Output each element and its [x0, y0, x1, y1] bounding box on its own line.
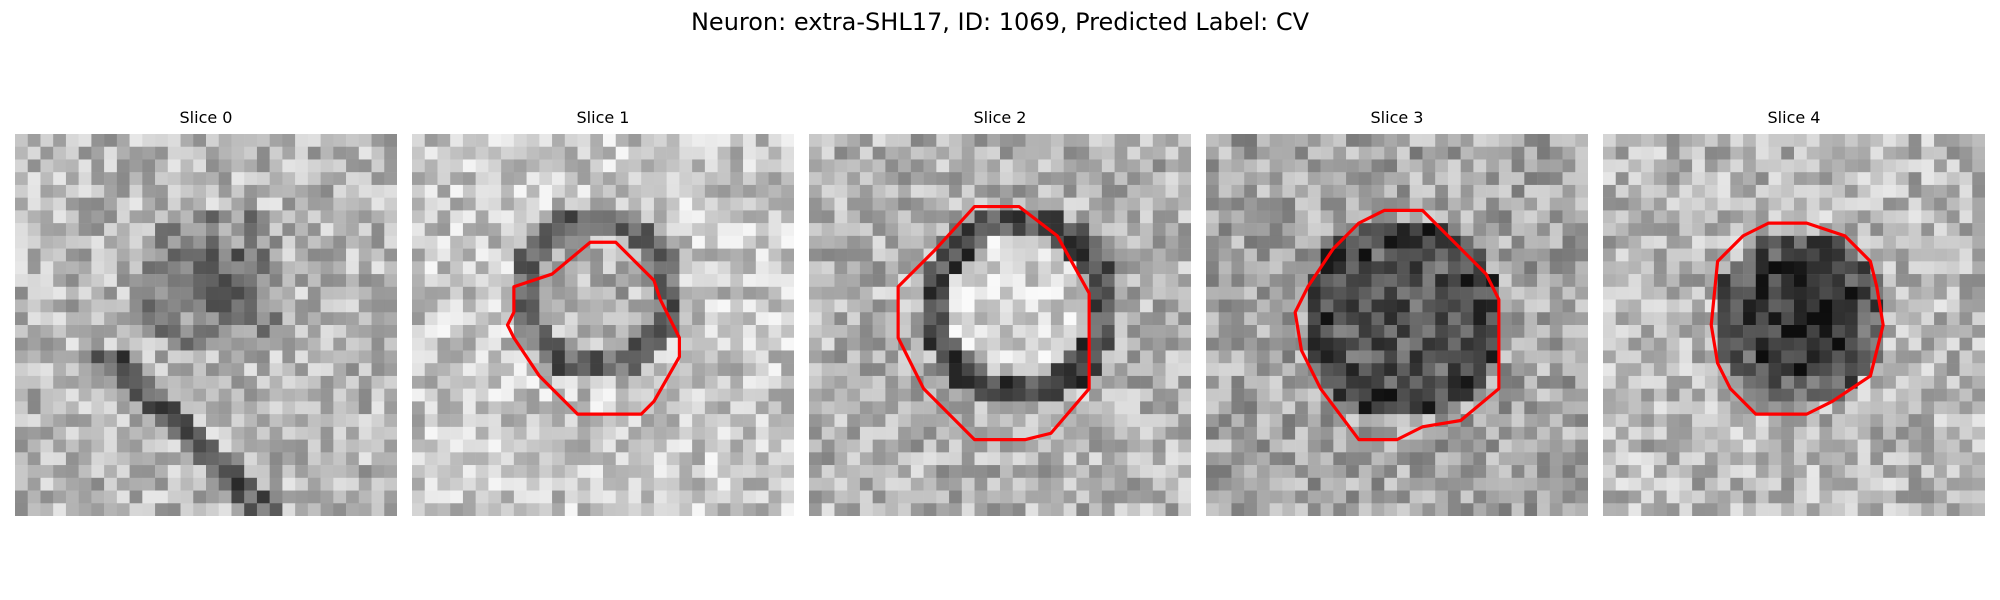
slice-title: Slice 2	[973, 108, 1027, 127]
slice-image	[15, 134, 397, 516]
pixel-grid	[1206, 134, 1588, 516]
figure-title: Neuron: extra-SHL17, ID: 1069, Predicted…	[690, 8, 1310, 36]
slice-image	[809, 134, 1191, 516]
slice-panel-3: Slice 3	[1206, 110, 1588, 516]
slice-title: Slice 4	[1767, 108, 1821, 127]
slice-panel-4: Slice 4	[1603, 110, 1985, 516]
pixel-grid	[412, 134, 794, 516]
segmentation-contour	[896, 204, 1091, 442]
segmentation-contour	[1293, 208, 1501, 442]
slice-title: Slice 0	[179, 108, 233, 127]
slice-image	[1206, 134, 1588, 516]
slice-panel-0: Slice 0	[15, 110, 397, 516]
segmentation-contour	[1709, 221, 1885, 416]
slice-panel-1: Slice 1	[412, 110, 794, 516]
slice-title: Slice 1	[576, 108, 630, 127]
pixel-grid	[1603, 134, 1985, 516]
pixel-grid	[15, 134, 397, 516]
slice-image	[412, 134, 794, 516]
slice-image	[1603, 134, 1985, 516]
segmentation-contour	[505, 240, 681, 416]
pixel-grid	[809, 134, 1191, 516]
slice-panel-2: Slice 2	[809, 110, 1191, 516]
slice-title: Slice 3	[1370, 108, 1424, 127]
